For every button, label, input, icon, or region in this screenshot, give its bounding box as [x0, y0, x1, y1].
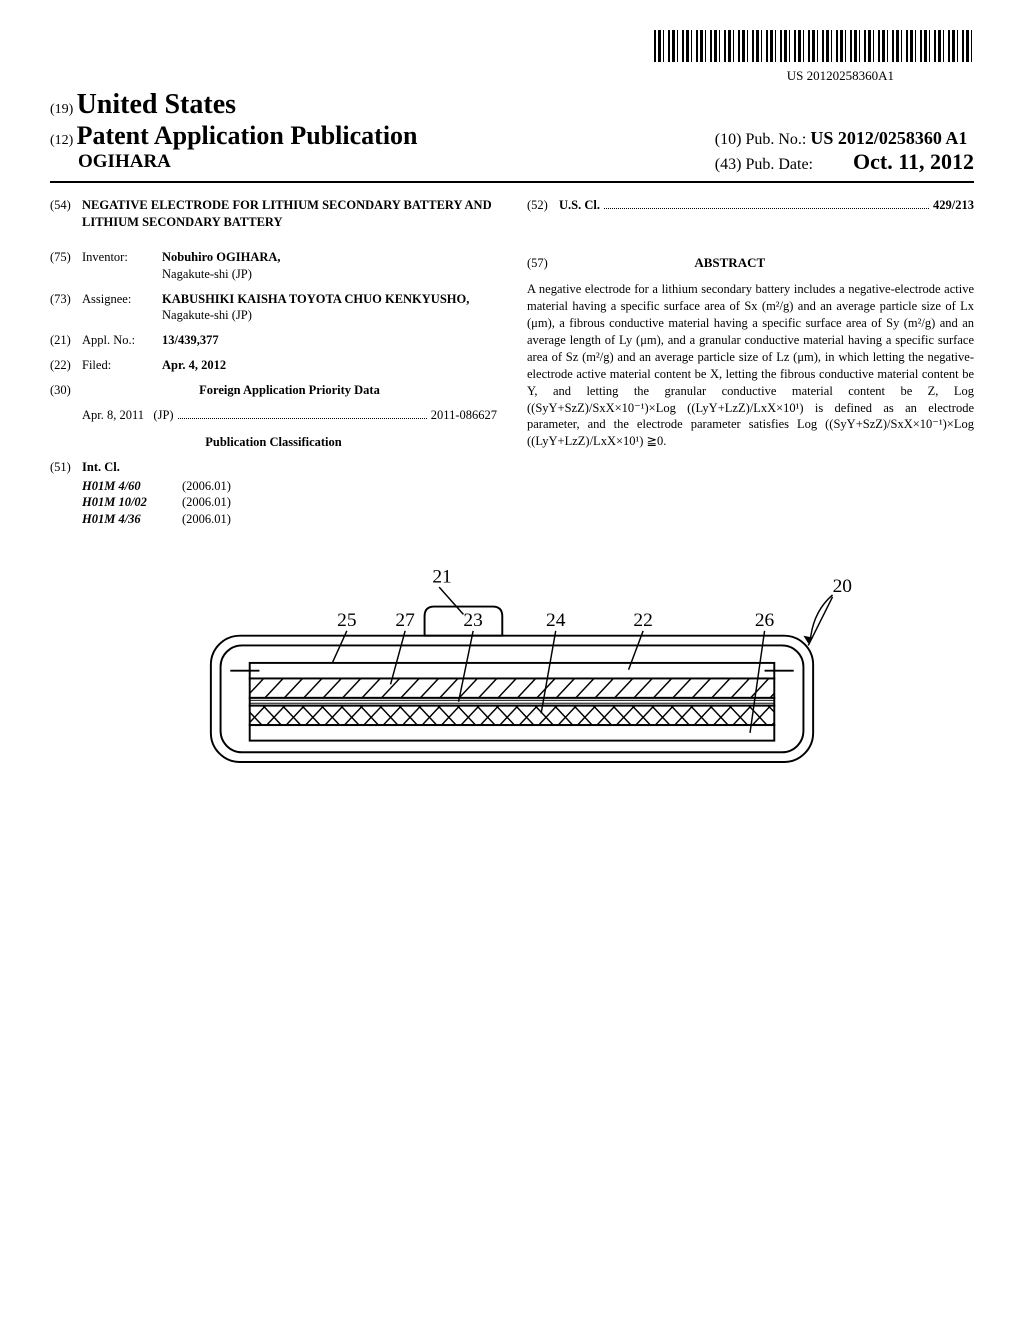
fig-label-22: 22 — [633, 610, 652, 631]
inventor-addr: Nagakute-shi (JP) — [162, 267, 252, 281]
appl-label: Appl. No.: — [82, 332, 162, 349]
foreign-jp: (JP) — [153, 407, 173, 424]
code-73: (73) — [50, 291, 82, 325]
fig-label-21: 21 — [432, 566, 451, 587]
fig-label-25: 25 — [337, 610, 356, 631]
code-12: (12) — [50, 133, 73, 148]
intcl-code-1: H01M 10/02 — [82, 494, 182, 511]
pub-no: US 2012/0258360 A1 — [810, 128, 967, 148]
dotted-leader-2 — [604, 208, 929, 209]
pub-date: Oct. 11, 2012 — [853, 149, 974, 174]
fig-label-24: 24 — [546, 610, 566, 631]
appl-no: 13/439,377 — [162, 332, 497, 349]
intcl-code-2: H01M 4/36 — [82, 511, 182, 528]
battery-cross-section: 21 25 27 23 24 22 26 20 — [172, 558, 852, 791]
code-57: (57) — [527, 256, 548, 270]
figure: 21 25 27 23 24 22 26 20 — [50, 558, 974, 795]
assignee-addr: Nagakute-shi (JP) — [162, 308, 252, 322]
dotted-leader — [178, 418, 427, 419]
country: United States — [77, 89, 236, 120]
code-30: (30) — [50, 382, 82, 399]
foreign-no: 2011-086627 — [431, 407, 497, 424]
pubclass-label: Publication Classification — [50, 434, 497, 451]
uscl: 429/213 — [933, 197, 974, 214]
code-54: (54) — [50, 197, 82, 241]
code-51: (51) — [50, 459, 82, 476]
uscl-label: U.S. Cl. — [559, 197, 600, 214]
pub-no-label: Pub. No.: — [745, 131, 806, 148]
code-52: (52) — [527, 197, 559, 214]
barcode-area: US 20120258360A1 — [50, 30, 974, 84]
pub-date-label: Pub. Date: — [745, 156, 813, 173]
divider — [50, 181, 974, 183]
invention-title: NEGATIVE ELECTRODE FOR LITHIUM SECONDARY… — [82, 197, 497, 231]
fig-label-26: 26 — [755, 610, 775, 631]
code-43: (43) — [715, 156, 742, 173]
abstract-label: ABSTRACT — [551, 254, 909, 272]
code-22: (22) — [50, 357, 82, 374]
intcl-ver-2: (2006.01) — [182, 511, 231, 528]
code-75: (75) — [50, 249, 82, 283]
publication-type: Patent Application Publication — [77, 121, 418, 150]
author: OGIHARA — [50, 151, 418, 173]
barcode-number: US 20120258360A1 — [50, 68, 974, 84]
code-19: (19) — [50, 102, 73, 117]
foreign-label: Foreign Application Priority Data — [82, 382, 497, 399]
code-21: (21) — [50, 332, 82, 349]
barcode-graphic — [654, 30, 974, 62]
inventor-name: Nobuhiro OGIHARA, — [162, 250, 281, 264]
foreign-date: Apr. 8, 2011 — [82, 407, 144, 424]
fig-label-20: 20 — [833, 576, 852, 597]
inventor-label: Inventor: — [82, 249, 162, 283]
filed-date: Apr. 4, 2012 — [162, 357, 497, 374]
header: (19) United States (12) Patent Applicati… — [50, 89, 974, 175]
assignee-name: KABUSHIKI KAISHA TOYOTA CHUO KENKYUSHO, — [162, 292, 469, 306]
fig-label-23: 23 — [463, 610, 482, 631]
filed-label: Filed: — [82, 357, 162, 374]
intcl-ver-0: (2006.01) — [182, 478, 231, 495]
right-column: (52) U.S. Cl. 429/213 (57) ABSTRACT A ne… — [527, 197, 974, 528]
fig-label-27: 27 — [395, 610, 415, 631]
left-column: (54) NEGATIVE ELECTRODE FOR LITHIUM SECO… — [50, 197, 497, 528]
intcl-code-0: H01M 4/60 — [82, 478, 182, 495]
intcl-ver-1: (2006.01) — [182, 494, 231, 511]
assignee-label: Assignee: — [82, 291, 162, 325]
code-10: (10) — [715, 131, 742, 148]
abstract-text: A negative electrode for a lithium secon… — [527, 281, 974, 450]
body-columns: (54) NEGATIVE ELECTRODE FOR LITHIUM SECO… — [50, 197, 974, 528]
intcl-label: Int. Cl. — [82, 459, 120, 476]
